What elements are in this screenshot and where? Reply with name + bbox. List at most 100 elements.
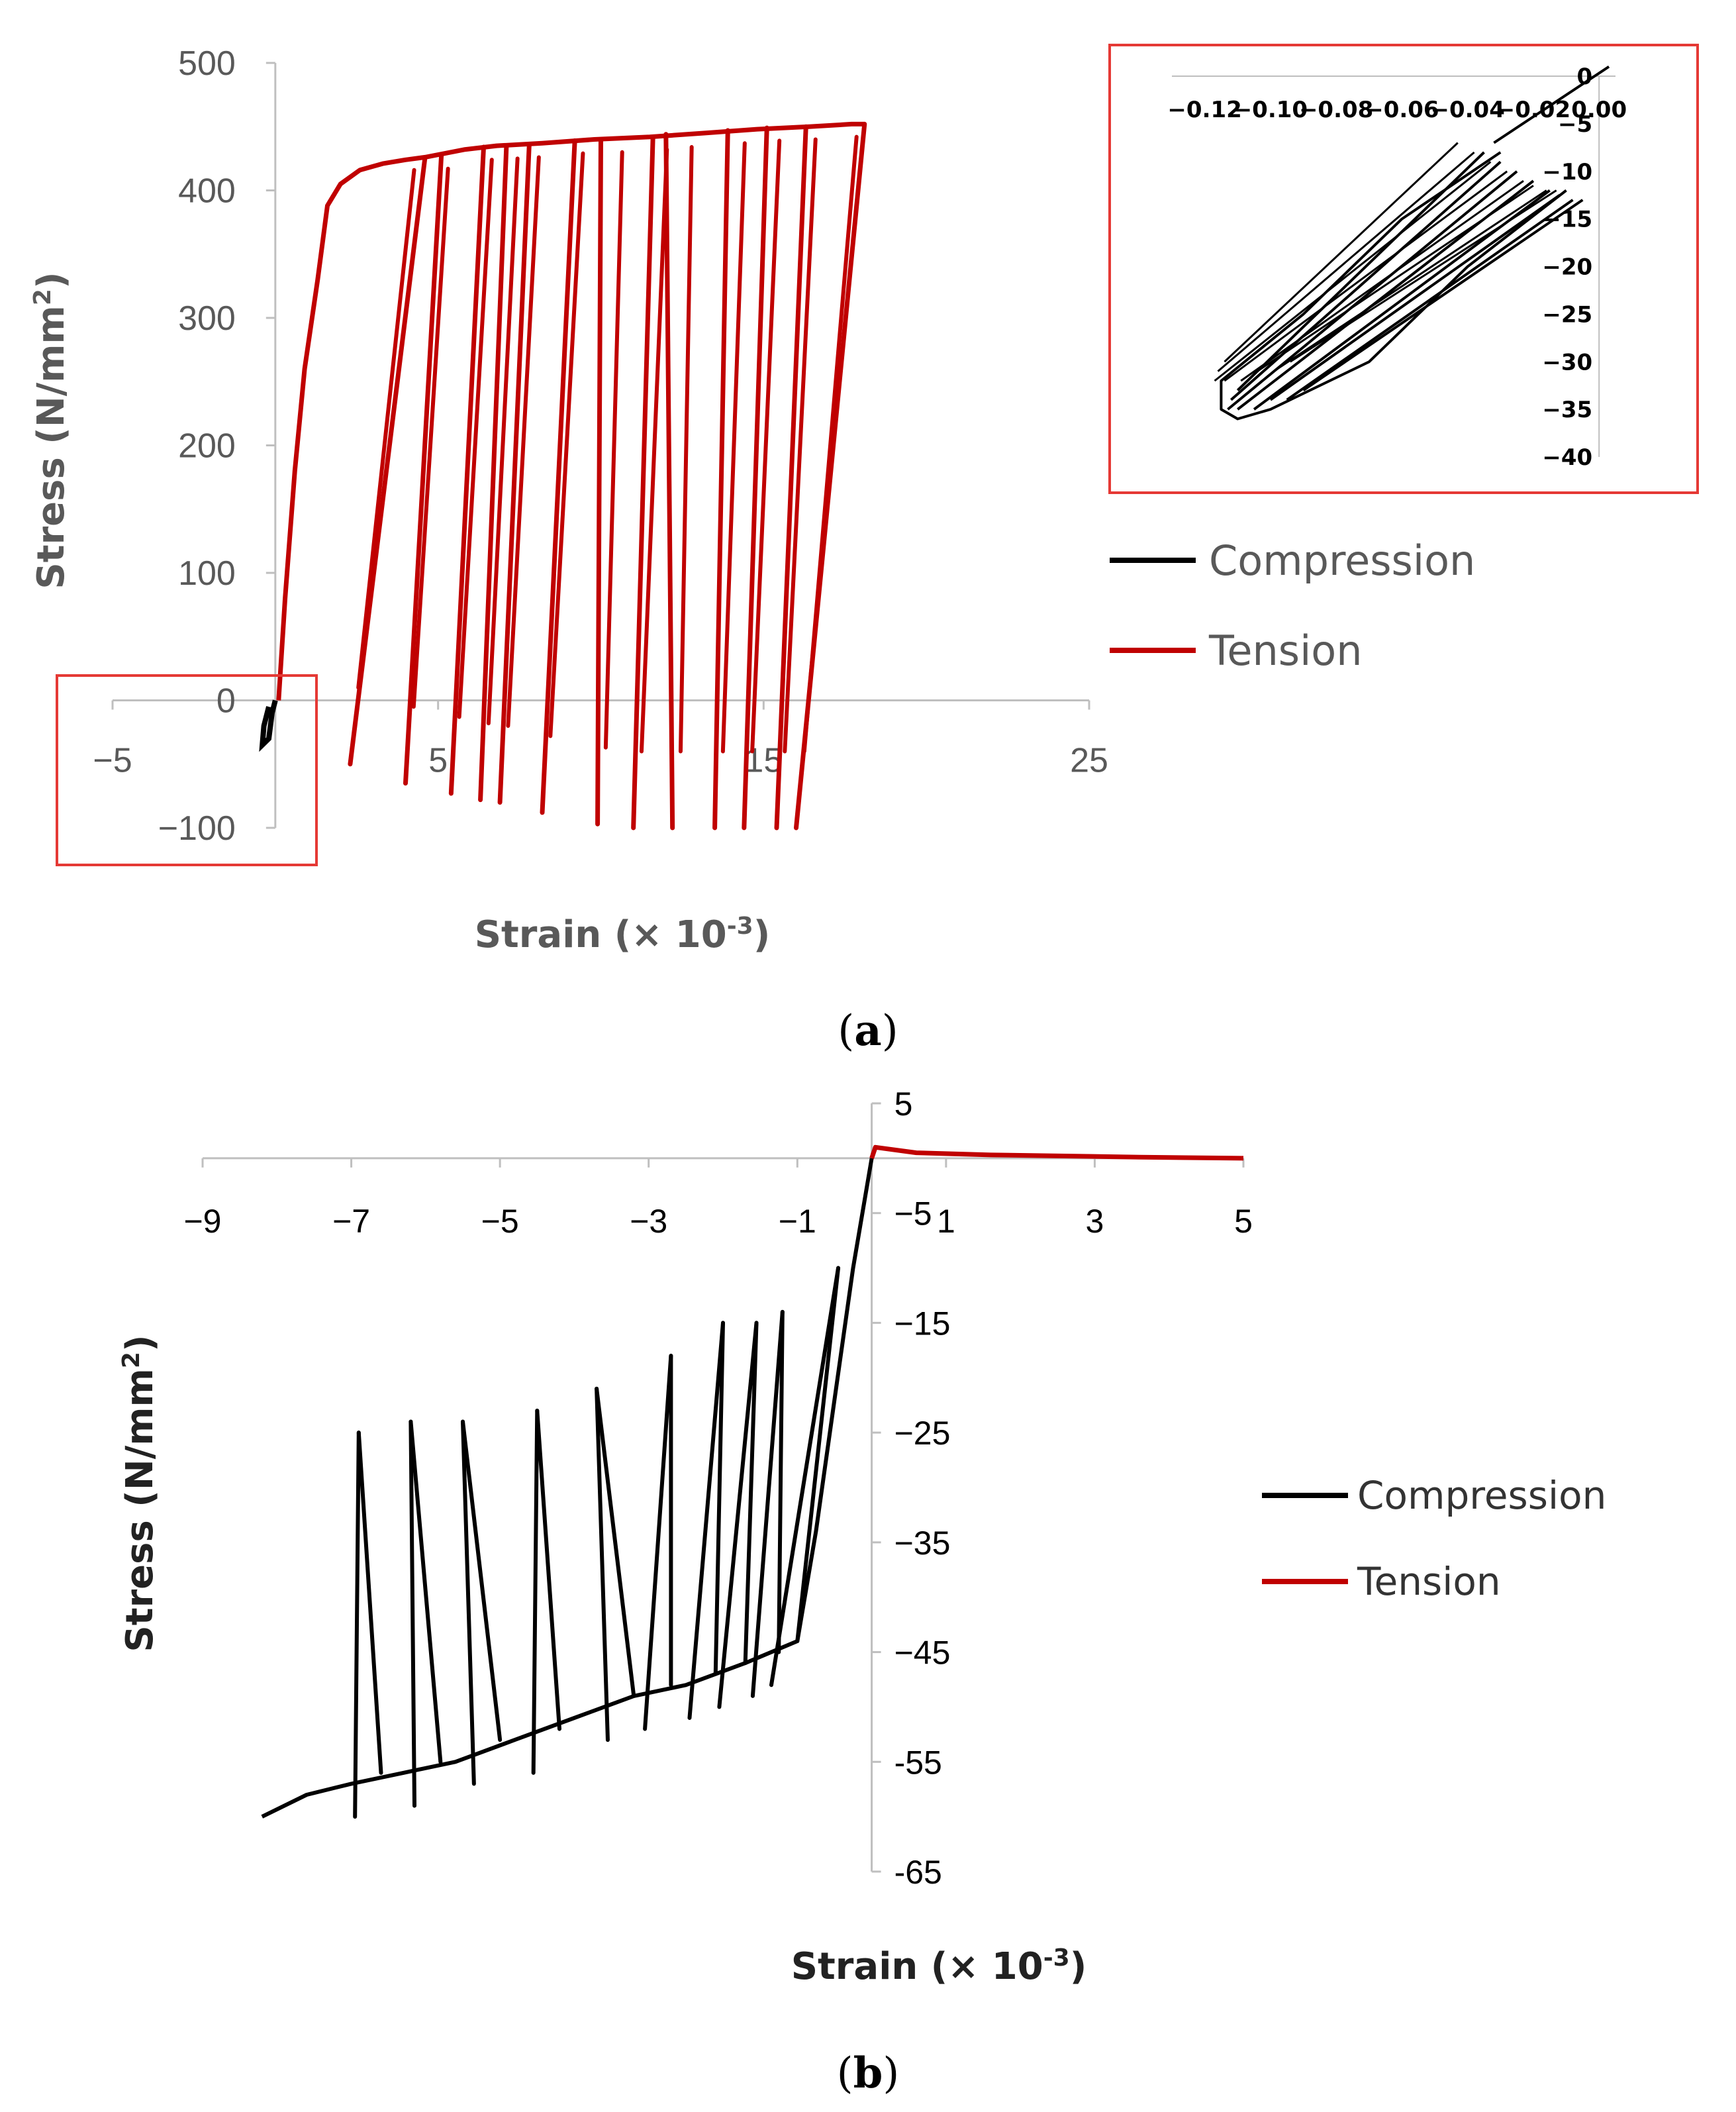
chart-b-compression-reload bbox=[717, 1321, 759, 1709]
chart-a-compression-line bbox=[259, 699, 278, 752]
chart-b-compression-reload bbox=[409, 1419, 417, 1808]
chart-b-compression-reload bbox=[750, 1309, 785, 1698]
chart-b-compression-unload bbox=[409, 1419, 443, 1764]
chart-a-y-tick-label: 400 bbox=[178, 172, 236, 211]
chart-b: 5 −5 −15 −25 −35 −45 -55 -65 −9 −7 −5 −3 −1 1 3 5 Stre… bbox=[118, 1085, 1607, 2098]
chart-a-inset-y-ticks: 0−5−10−15−20−25−30−35−40 bbox=[1542, 64, 1592, 471]
chart-b-x-ticks: −9 −7 −5 −3 −1 1 3 5 bbox=[183, 1158, 1253, 1240]
chart-a-x-tick-label: 5 bbox=[428, 742, 448, 780]
chart-a-tension-reload bbox=[639, 147, 669, 754]
chart-a-inset-x-tick-label: 0.00 bbox=[1571, 97, 1627, 123]
chart-a-inset-y-tick-label: −10 bbox=[1542, 159, 1592, 185]
chart-a-y-axis-title: Stress (N/mm2) bbox=[29, 272, 73, 589]
chart-a-x-ticks: −5 5 15 25 bbox=[93, 700, 1108, 780]
chart-a-inset-x-tick-label: −0.10 bbox=[1233, 97, 1308, 123]
chart-a-tension-cycle bbox=[774, 124, 808, 830]
chart-a-tension-cycle bbox=[631, 134, 655, 830]
chart-a-inset-compression-reload bbox=[1224, 170, 1508, 382]
chart-b-compression-unload bbox=[461, 1419, 503, 1742]
chart-a-inset-y-tick-label: 0 bbox=[1577, 64, 1593, 90]
chart-a-inset-axes bbox=[1172, 75, 1615, 457]
chart-a-tension-reload bbox=[457, 158, 494, 719]
chart-b-x-axis-title: Strain (× 10-3) bbox=[791, 1944, 1087, 1989]
chart-b-compression-reload bbox=[687, 1321, 725, 1720]
chart-a-tension-reload bbox=[750, 138, 782, 754]
chart-a-y-tick-label: 300 bbox=[178, 299, 236, 338]
chart-b-x-tick-label: −5 bbox=[481, 1203, 519, 1240]
panel-label-a: (a) bbox=[838, 1006, 898, 1056]
chart-a-inset-y-tick-label: −40 bbox=[1542, 444, 1592, 471]
chart-b-y-tick-label: −45 bbox=[894, 1634, 951, 1672]
chart-a-inset-y-tick-label: −35 bbox=[1542, 397, 1592, 423]
chart-a-inset: −0.12−0.10−0.08−0.06−0.04−0.02 0.00 0 −5 −1… bbox=[1108, 44, 1699, 494]
chart-b-compression-unload bbox=[535, 1409, 561, 1731]
chart-a-tension-cycle bbox=[712, 128, 730, 830]
chart-a-y-tick-label: 0 bbox=[217, 682, 236, 721]
chart-a-tension-cycle bbox=[478, 143, 509, 803]
chart-a-x-tick-label: −5 bbox=[93, 742, 132, 780]
chart-b-compression-reload bbox=[769, 1266, 841, 1687]
chart-a-y-tick-label: 100 bbox=[178, 554, 236, 593]
chart-a-tension-cycle bbox=[663, 132, 675, 830]
chart-b-compression-unload bbox=[713, 1321, 725, 1676]
chart-b-y-tick-label: -55 bbox=[894, 1744, 942, 1781]
chart-a-inset-compression-cycle bbox=[1302, 199, 1584, 392]
chart-a-legend: Compression Tension bbox=[1110, 536, 1475, 675]
chart-a-inset-x-ticks: −0.12−0.10−0.08−0.06−0.04−0.02 0.00 bbox=[1167, 97, 1627, 123]
chart-b-legend: Compression Tension bbox=[1262, 1473, 1606, 1604]
chart-a-tension-reload bbox=[783, 137, 818, 754]
chart-b-x-tick-label: 3 bbox=[1086, 1203, 1104, 1240]
chart-a-inset-compression-reload bbox=[1273, 189, 1547, 372]
chart-b-x-tick-label: −3 bbox=[630, 1203, 667, 1240]
chart-b-compression-reload bbox=[531, 1409, 540, 1775]
chart-b-y-axis-title: Stress (N/mm2) bbox=[118, 1334, 162, 1652]
chart-a-inset-compression-reload bbox=[1240, 179, 1524, 382]
chart-a-inset-compression-cycle bbox=[1269, 194, 1561, 401]
chart-a-tension-cycle bbox=[540, 138, 577, 815]
chart-a-tension-reload bbox=[486, 156, 520, 726]
chart-a-inset-compression-cycle bbox=[1230, 160, 1502, 401]
chart-b-y-tick-label: −5 bbox=[894, 1195, 932, 1232]
chart-b-compression-unload bbox=[595, 1386, 636, 1698]
chart-a-tension-reload bbox=[802, 134, 859, 754]
chart-a-inset-compression-cycle bbox=[1286, 199, 1574, 401]
chart-a-tension-cycle bbox=[448, 144, 486, 796]
chart-b-y-tick-label: −25 bbox=[894, 1415, 951, 1452]
chart-a-tension-cycle bbox=[403, 154, 444, 786]
chart-a-inset-x-tick-label: −0.08 bbox=[1299, 97, 1373, 123]
chart-a-y-tick-label: 500 bbox=[178, 44, 236, 83]
chart-a-y-tick-label: 200 bbox=[178, 427, 236, 466]
chart-b-compression-unload bbox=[743, 1321, 759, 1666]
chart-b-x-tick-label: 1 bbox=[937, 1203, 955, 1240]
chart-a-tension-reload bbox=[411, 166, 450, 709]
chart-a-inset-y-tick-label: −25 bbox=[1542, 301, 1592, 328]
legend-b-tension-label: Tension bbox=[1357, 1559, 1501, 1604]
legend-b-compression-label: Compression bbox=[1357, 1473, 1606, 1518]
chart-a-inset-x-tick-label: −0.12 bbox=[1167, 97, 1241, 123]
chart-a-series bbox=[259, 121, 867, 830]
legend-a-tension-label: Tension bbox=[1208, 627, 1363, 675]
chart-a-inset-compression-reload bbox=[1214, 161, 1492, 382]
chart-b-tension-line bbox=[869, 1144, 1244, 1161]
chart-b-compression-reload bbox=[595, 1386, 610, 1742]
panel-label-b: (b) bbox=[837, 2048, 900, 2098]
chart-b-x-tick-label: 5 bbox=[1234, 1203, 1253, 1240]
chart-a-inset-compression-start bbox=[1493, 65, 1610, 144]
chart-a-tension-reload bbox=[356, 168, 416, 690]
chart-b-compression-unload bbox=[795, 1266, 841, 1643]
chart-b-y-tick-label: −35 bbox=[894, 1525, 951, 1562]
chart-b-compression-unload bbox=[777, 1309, 785, 1654]
chart-a-tension-cycle bbox=[595, 137, 603, 827]
chart-a-inset-y-tick-label: −5 bbox=[1558, 111, 1592, 138]
chart-b-y-ticks: 5 −5 −15 −25 −35 −45 -55 -65 bbox=[871, 1085, 951, 1891]
chart-b-y-tick-label: -65 bbox=[894, 1854, 942, 1891]
chart-a-inset-compression-reload bbox=[1289, 189, 1557, 363]
chart-b-compression-reload bbox=[353, 1431, 361, 1819]
chart-b-x-tick-label: −7 bbox=[332, 1203, 370, 1240]
chart-a-x-tick-label: 25 bbox=[1070, 742, 1108, 780]
chart-a-inset-series bbox=[1214, 65, 1610, 421]
chart-a-tension-cycle bbox=[742, 125, 769, 830]
chart-a-y-ticks: 500 400 300 200 100 0 −100 bbox=[158, 44, 275, 848]
